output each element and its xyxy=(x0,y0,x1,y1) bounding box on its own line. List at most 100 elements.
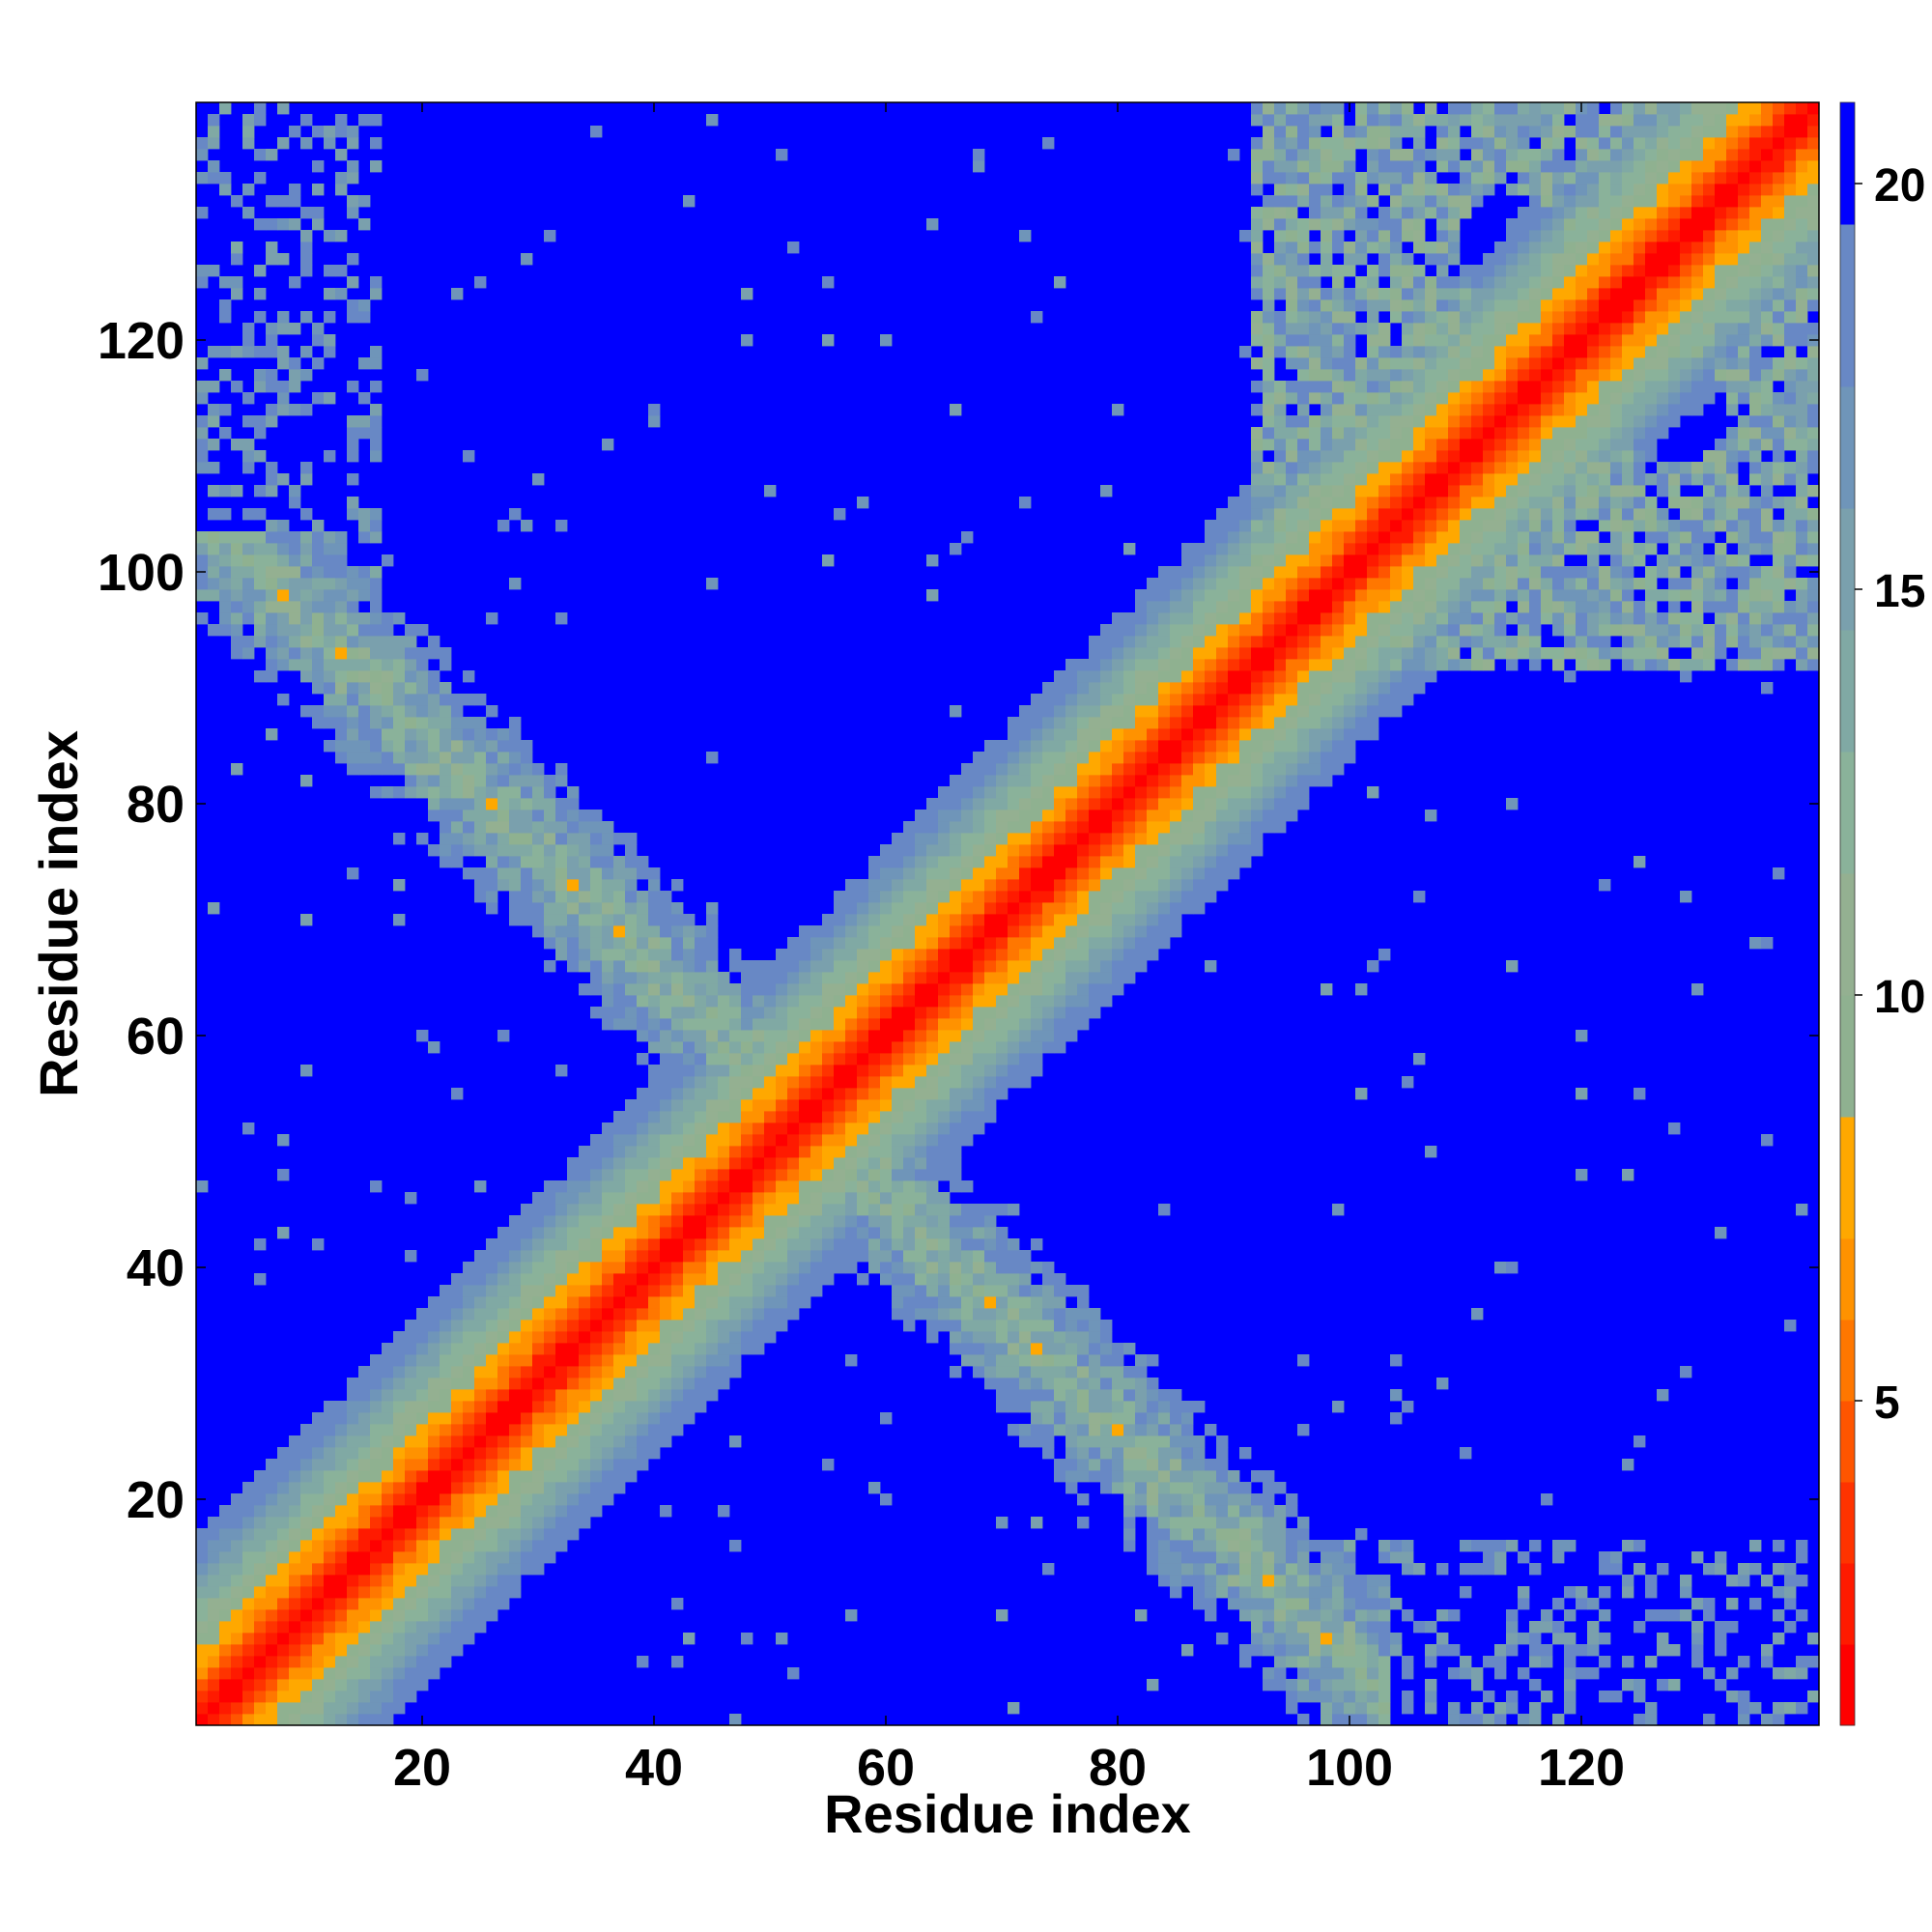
heatmap-cell xyxy=(637,1389,649,1402)
heatmap-cell xyxy=(741,1076,753,1089)
heatmap-cell xyxy=(706,1157,719,1170)
heatmap-cell xyxy=(625,1366,638,1378)
heatmap-cell xyxy=(1135,1505,1148,1518)
heatmap-cell xyxy=(973,1076,985,1089)
heatmap-cell xyxy=(880,1204,893,1216)
heatmap-cell xyxy=(868,1227,881,1239)
heatmap-cell xyxy=(590,937,603,950)
heatmap-cell xyxy=(926,1111,939,1123)
heatmap-cell xyxy=(1344,554,1356,567)
heatmap-cell xyxy=(1239,566,1252,579)
heatmap-cell xyxy=(602,821,614,834)
heatmap-cell xyxy=(428,728,440,741)
heatmap-cell xyxy=(1251,149,1264,161)
heatmap-cell xyxy=(1286,207,1298,219)
heatmap-cell xyxy=(555,1459,568,1471)
heatmap-cell xyxy=(555,1470,568,1483)
heatmap-cell xyxy=(1321,775,1333,787)
heatmap-cell xyxy=(1112,636,1124,648)
heatmap-cell xyxy=(1344,728,1356,741)
heatmap-cell xyxy=(1170,1424,1182,1436)
heatmap-cell xyxy=(799,1215,811,1228)
heatmap-cell xyxy=(1263,508,1275,521)
heatmap-cell xyxy=(590,1505,603,1518)
heatmap-cell xyxy=(393,1482,406,1494)
heatmap-cell xyxy=(358,1528,371,1541)
heatmap-cell xyxy=(1008,1424,1020,1436)
heatmap-cell xyxy=(695,1041,707,1054)
heatmap-cell xyxy=(509,867,522,880)
heatmap-cell xyxy=(1309,357,1321,370)
heatmap-cell xyxy=(544,1505,556,1518)
heatmap-cell xyxy=(973,1088,985,1100)
heatmap-cell xyxy=(1263,543,1275,555)
heatmap-cell xyxy=(521,902,533,915)
heatmap-cell xyxy=(602,1204,614,1216)
heatmap-cell xyxy=(590,1262,603,1274)
heatmap-cell xyxy=(335,1505,348,1518)
heatmap-cell xyxy=(695,1389,707,1402)
heatmap-cell xyxy=(857,1227,869,1239)
heatmap-cell xyxy=(231,1563,243,1576)
heatmap-cell xyxy=(555,1401,568,1413)
heatmap-cell xyxy=(1228,844,1240,857)
heatmap-cell xyxy=(996,1354,1009,1367)
heatmap-cell xyxy=(393,670,406,683)
heatmap-cell xyxy=(567,902,580,915)
heatmap-cell xyxy=(590,1366,603,1378)
heatmap-cell xyxy=(1205,960,1217,973)
heatmap-cell xyxy=(509,1343,522,1355)
heatmap-cell xyxy=(961,1285,974,1297)
heatmap-cell xyxy=(208,485,220,497)
heatmap-cell xyxy=(1089,670,1101,683)
heatmap-cell xyxy=(219,346,232,358)
heatmap-cell xyxy=(393,1470,406,1483)
heatmap-cell xyxy=(973,149,985,161)
heatmap-cell xyxy=(776,1215,788,1228)
heatmap-cell xyxy=(521,1470,533,1483)
heatmap-cell xyxy=(1065,798,1078,810)
heatmap-cell xyxy=(393,612,406,625)
heatmap-cell xyxy=(1286,752,1298,764)
heatmap-cell xyxy=(312,1586,325,1599)
heatmap-cell xyxy=(324,265,336,277)
heatmap-cell xyxy=(1147,670,1159,683)
heatmap-cell xyxy=(753,1065,765,1077)
heatmap-cell xyxy=(463,1528,475,1541)
heatmap-cell xyxy=(277,566,290,579)
heatmap-cell xyxy=(428,670,440,683)
heatmap-cell xyxy=(776,1041,788,1054)
heatmap-cell xyxy=(1065,995,1078,1008)
heatmap-cell xyxy=(706,902,719,915)
heatmap-cell xyxy=(1228,682,1240,695)
heatmap-cell xyxy=(277,346,290,358)
heatmap-cell xyxy=(880,1146,893,1158)
heatmap-cell xyxy=(312,1528,325,1541)
heatmap-cell xyxy=(892,960,904,973)
heatmap-cell xyxy=(1309,184,1321,196)
heatmap-cell xyxy=(335,1690,348,1703)
heatmap-cell xyxy=(1100,1343,1113,1355)
heatmap-cell xyxy=(1251,207,1264,219)
heatmap-cell xyxy=(208,114,220,127)
heatmap-cell xyxy=(915,925,927,938)
heatmap-cell xyxy=(289,612,301,625)
heatmap-cell xyxy=(196,1563,209,1576)
heatmap-cell xyxy=(915,1157,927,1170)
heatmap-cell xyxy=(1205,1459,1217,1471)
heatmap-cell xyxy=(370,1412,383,1425)
heatmap-cell xyxy=(497,1030,510,1042)
heatmap-cell xyxy=(405,786,417,799)
heatmap-cell xyxy=(1019,1308,1032,1321)
heatmap-cell xyxy=(613,925,626,938)
heatmap-cell xyxy=(695,1227,707,1239)
heatmap-cell xyxy=(1309,149,1321,161)
heatmap-cell xyxy=(926,1122,939,1135)
heatmap-cell xyxy=(1054,798,1066,810)
heatmap-cell xyxy=(950,891,962,903)
heatmap-cell xyxy=(1019,1030,1032,1042)
heatmap-cell xyxy=(335,114,348,127)
heatmap-cell xyxy=(567,891,580,903)
heatmap-cell xyxy=(1112,1401,1124,1413)
heatmap-cell xyxy=(1332,207,1345,219)
